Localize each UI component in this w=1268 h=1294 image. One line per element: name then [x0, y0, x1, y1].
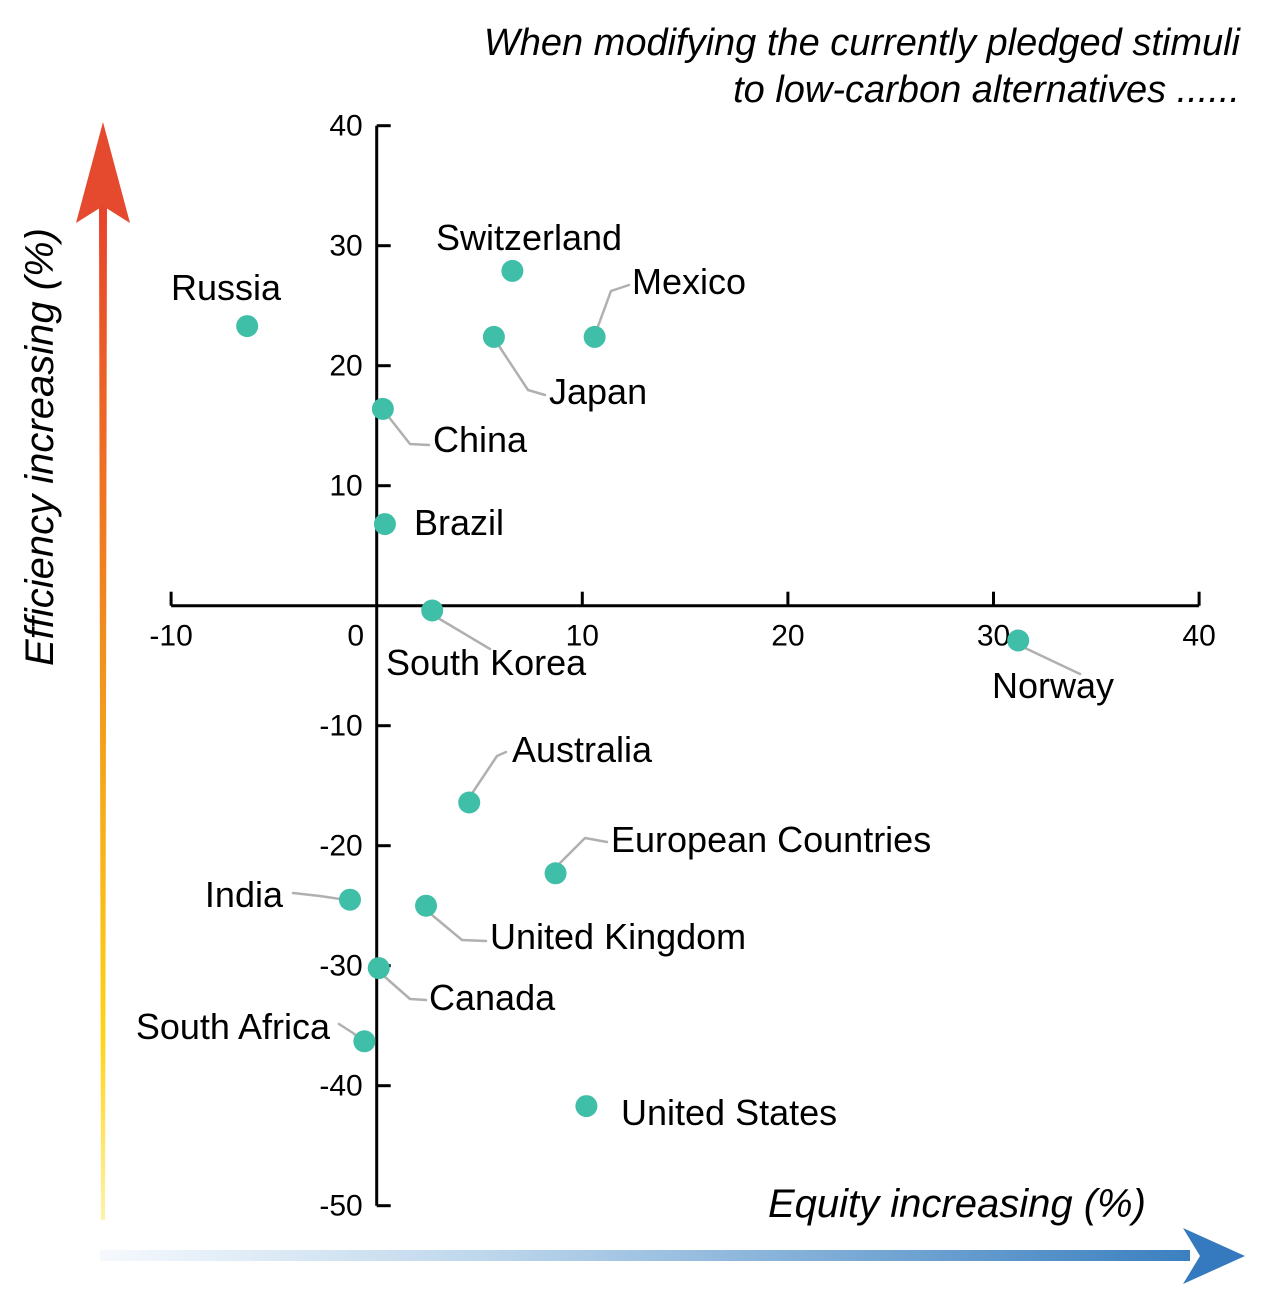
leader-line-canada [383, 975, 428, 1002]
country-label-japan: Japan [549, 371, 647, 412]
data-point-japan [482, 325, 505, 348]
leader-line-norway [1023, 646, 1082, 676]
data-point-united-kingdom [415, 894, 438, 917]
y-tick-label--30: -30 [319, 950, 362, 983]
data-point-south-korea [421, 599, 444, 622]
x-tick-label-40: 40 [1182, 620, 1215, 653]
chart-title: When modifying the currently pledged sti… [484, 20, 1240, 114]
data-point-norway [1007, 629, 1030, 652]
leader-line-european-countries [558, 836, 609, 865]
leader-line-japan [497, 344, 547, 397]
right-arrowhead-icon [1183, 1228, 1245, 1284]
country-label-brazil: Brazil [414, 502, 504, 543]
x-tick-label-0: 0 [347, 620, 364, 653]
data-point-mexico [583, 325, 606, 348]
country-label-united-states: United States [621, 1092, 837, 1133]
data-point-south-africa [353, 1030, 376, 1053]
country-label-south-africa: South Africa [136, 1006, 331, 1047]
country-label-european-countries: European Countries [611, 819, 931, 860]
country-label-russia: Russia [171, 267, 282, 308]
x-tick-label-30: 30 [977, 620, 1010, 653]
chart-title-line2: to low-carbon alternatives ...... [733, 69, 1240, 111]
data-point-russia [236, 315, 259, 338]
leader-line-mexico [595, 283, 631, 331]
y-tick-label-10: 10 [329, 470, 362, 503]
y-tick-label-40: 40 [329, 110, 362, 143]
efficiency-arrow [76, 122, 130, 1220]
data-point-switzerland [501, 259, 524, 282]
up-arrowhead-icon [76, 122, 130, 223]
leader-line-south-korea [436, 616, 492, 651]
leader-line-united-kingdom [430, 913, 488, 943]
equity-arrow [100, 1228, 1245, 1284]
x-axis-label: Equity increasing (%) [768, 1182, 1146, 1226]
data-point-european-countries [544, 862, 567, 885]
leader-line-australia [471, 750, 508, 794]
country-label-united-kingdom: United Kingdom [490, 916, 746, 957]
y-tick-label-30: 30 [329, 230, 362, 263]
x-tick-label-20: 20 [771, 620, 804, 653]
data-point-united-states [575, 1095, 598, 1118]
chart-title-line1: When modifying the currently pledged sti… [483, 22, 1240, 64]
data-point-canada [367, 957, 390, 980]
country-label-canada: Canada [429, 977, 556, 1018]
y-tick-label--40: -40 [319, 1070, 362, 1103]
country-label-switzerland: Switzerland [436, 217, 622, 258]
country-label-south-korea: South Korea [386, 642, 587, 683]
y-tick-label-20: 20 [329, 350, 362, 383]
country-label-norway: Norway [992, 665, 1114, 706]
data-point-china [371, 397, 394, 420]
y-tick-label--10: -10 [319, 710, 362, 743]
country-label-mexico: Mexico [632, 261, 746, 302]
x-tick-label-10: 10 [566, 620, 599, 653]
data-point-australia [458, 791, 481, 814]
data-point-india [338, 888, 361, 911]
leader-line-china [386, 414, 431, 447]
country-label-china: China [433, 419, 528, 460]
leader-line-india [291, 891, 342, 901]
data-point-brazil [373, 513, 396, 536]
x-tick-label--10: -10 [149, 620, 192, 653]
y-tick-label--50: -50 [319, 1190, 362, 1223]
y-axis-label: Efficiency increasing (%) [18, 228, 62, 666]
country-label-australia: Australia [512, 729, 653, 770]
y-tick-label--20: -20 [319, 830, 362, 863]
country-label-india: India [205, 874, 284, 915]
